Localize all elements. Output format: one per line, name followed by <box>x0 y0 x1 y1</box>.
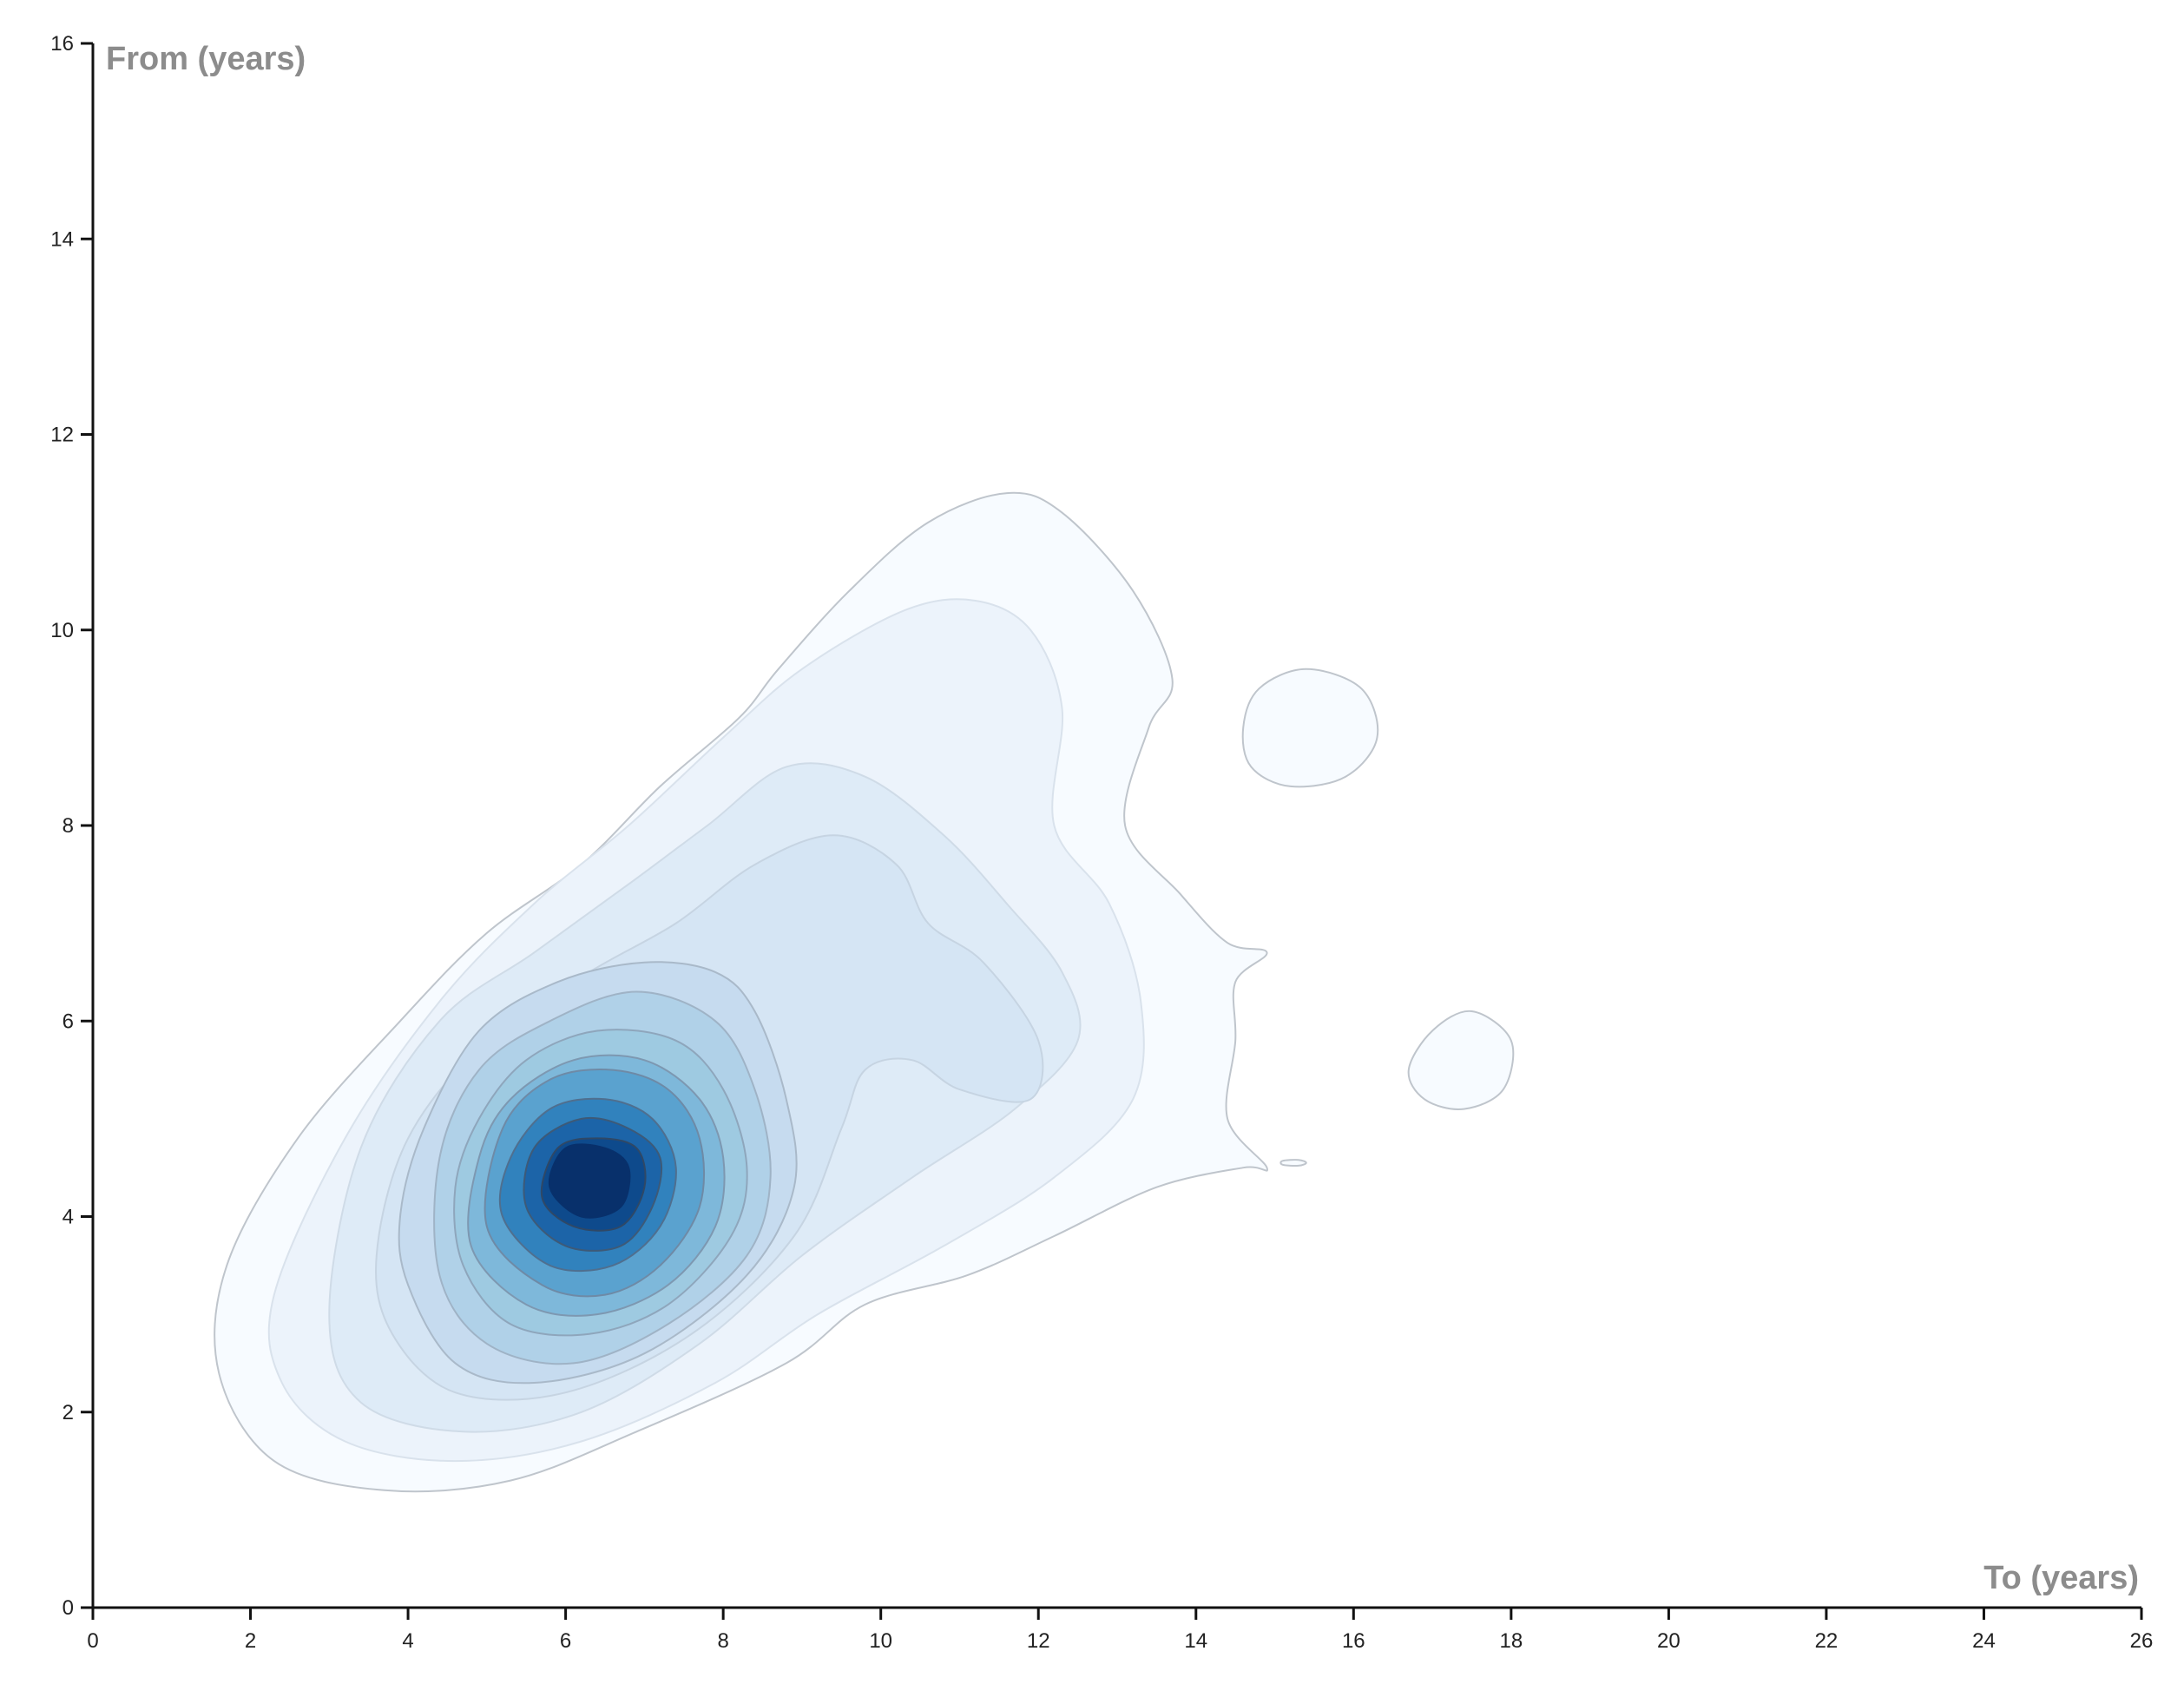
x-tick-label: 26 <box>2130 1629 2154 1653</box>
plot-area <box>214 491 1515 1493</box>
x-axis-ticks: 0 2 4 6 8 10 12 14 16 18 20 22 24 26 <box>87 1608 2153 1653</box>
x-tick-label: 18 <box>1499 1629 1523 1653</box>
y-axis-ticks: 0 2 4 6 8 10 12 14 16 <box>50 32 93 1620</box>
y-tick-label: 6 <box>62 1010 74 1033</box>
density-contour-level-1 <box>1407 1010 1515 1110</box>
x-axis-title: To (years) <box>1983 1560 2139 1596</box>
y-tick-label: 4 <box>62 1206 74 1229</box>
y-tick-label: 2 <box>62 1401 74 1424</box>
y-tick-label: 12 <box>50 424 74 447</box>
x-tick-label: 16 <box>1342 1629 1365 1653</box>
x-tick-label: 20 <box>1657 1629 1681 1653</box>
density-contour-level-1 <box>1279 1159 1307 1168</box>
x-tick-label: 8 <box>717 1629 728 1653</box>
density-contour-level-1 <box>1241 668 1379 788</box>
x-tick-label: 0 <box>87 1629 98 1653</box>
y-tick-label: 10 <box>50 619 74 642</box>
x-tick-label: 4 <box>402 1629 413 1653</box>
density-contour-level-13 <box>548 1143 631 1219</box>
y-tick-label: 8 <box>62 814 74 838</box>
x-tick-label: 22 <box>1815 1629 1839 1653</box>
x-tick-label: 14 <box>1184 1629 1207 1653</box>
x-tick-label: 24 <box>1972 1629 1996 1653</box>
y-tick-label: 14 <box>50 227 74 251</box>
x-tick-label: 2 <box>245 1629 256 1653</box>
y-tick-label: 16 <box>50 32 74 56</box>
x-tick-label: 6 <box>560 1629 571 1653</box>
y-tick-label: 0 <box>62 1596 74 1620</box>
x-tick-label: 10 <box>869 1629 892 1653</box>
x-tick-label: 12 <box>1027 1629 1050 1653</box>
y-axis-title: From (years) <box>106 41 306 77</box>
